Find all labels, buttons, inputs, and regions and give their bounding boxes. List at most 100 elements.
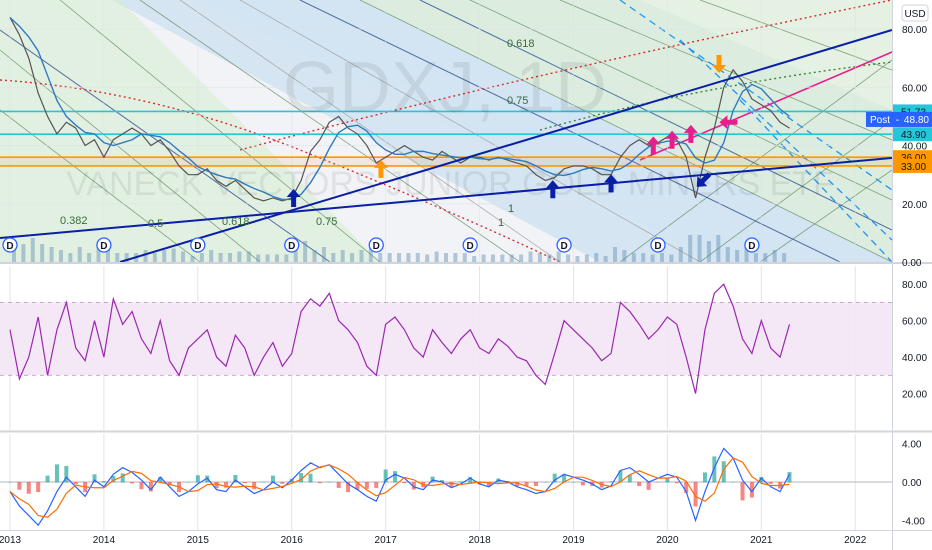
post-price-text: Post - 48.80 (870, 115, 929, 126)
rsi-tick-label: 80.00 (902, 280, 927, 291)
dividend-marker (2, 237, 18, 253)
macd-layer (8, 447, 792, 527)
dividend-marker-letter: D (654, 241, 661, 252)
volume-bar (171, 248, 176, 262)
volume-bar (368, 247, 373, 262)
volume-bar (350, 253, 355, 262)
macd-line (9, 447, 791, 527)
volume-bar (763, 253, 768, 262)
macd-histogram-bar (618, 470, 623, 483)
macd-histogram-bar (787, 472, 792, 483)
volume-bar (274, 254, 279, 262)
price-level-tag (893, 127, 932, 142)
volume-bar (115, 253, 120, 262)
macd-histogram-bar (17, 482, 22, 490)
volume-bar (537, 253, 542, 262)
macd-histogram-bar (543, 482, 548, 483)
macd-histogram-bar (749, 482, 754, 498)
macd-histogram-bar (571, 482, 576, 483)
fib-label: 0.618 (507, 38, 535, 50)
currency-badge[interactable] (901, 4, 929, 22)
volume-bar (631, 253, 636, 262)
macd-histogram-bar (656, 482, 660, 483)
macd-signal-line (9, 457, 790, 518)
volume-bar (716, 235, 721, 262)
macd-axis[interactable]: 4.00 0.00 -4.00 (902, 440, 925, 528)
price-level-value: 36.00 (901, 153, 926, 164)
fib-label: 1 (508, 203, 514, 215)
time-axis[interactable]: 2013 2014 2015 2016 2017 2018 2019 2020 2021 2022 (0, 535, 867, 546)
macd-histogram-bar (299, 473, 304, 483)
macd-histogram-bar (477, 482, 482, 485)
volume-bar (500, 254, 505, 262)
macd-histogram-bar (731, 482, 736, 483)
dividend-marker (650, 237, 666, 253)
volume-bar (87, 253, 92, 262)
time-tick-label: 2019 (562, 535, 585, 546)
macd-histogram-bar (440, 480, 444, 483)
volume-bar (735, 250, 740, 262)
annotation-arrows (286, 55, 738, 207)
volume-bar (359, 250, 364, 262)
volume-bar (641, 253, 646, 262)
dividend-marker-letter: D (288, 241, 295, 252)
volume-bar (49, 247, 54, 262)
fib-label: 0.75 (507, 95, 528, 107)
volume-bar (575, 256, 580, 262)
time-tick-label: 2013 (0, 535, 22, 546)
macd-histogram-bar (36, 482, 41, 493)
volume-bar (434, 251, 439, 262)
macd-tick-label: -4.00 (902, 516, 925, 527)
arrow-shape (712, 55, 727, 74)
volume-bar (462, 253, 467, 262)
volume-bar (688, 235, 693, 262)
macd-histogram-bar (130, 482, 135, 484)
volume-bar (181, 251, 186, 262)
macd-histogram-bar (383, 469, 388, 483)
macd-histogram-bar (280, 482, 285, 484)
macd-histogram-bar (449, 482, 454, 487)
macd-histogram-bar (336, 482, 341, 488)
volume-bar (331, 253, 336, 262)
volume-bar (406, 253, 411, 262)
post-prefix: Post (870, 115, 890, 126)
annotation-arrow (683, 124, 698, 143)
volume-bar (321, 247, 326, 262)
time-tick-label: 2014 (93, 535, 116, 546)
volume-bar (209, 250, 214, 262)
channel-line (299, 0, 841, 262)
annotation-arrow (719, 115, 738, 130)
macd-histogram-bar (627, 474, 632, 483)
magenta-trendline (639, 51, 892, 161)
volume-bar (143, 250, 148, 262)
rsi-axis[interactable]: 80.00 60.00 40.00 20.00 (902, 280, 927, 400)
dashed-channel-line (739, 99, 892, 262)
macd-histogram-bar (768, 482, 773, 484)
gray-diagonal (179, 0, 561, 262)
gray-diagonal (239, 0, 701, 262)
volume-bar (547, 254, 552, 262)
fan-line (699, 0, 892, 71)
blue-trendline-support (0, 157, 892, 239)
volume-bar (725, 247, 730, 262)
macd-histogram-bar (402, 482, 407, 484)
fan-line (359, 0, 892, 262)
macd-histogram-bar (308, 473, 313, 483)
macd-histogram-bar (646, 482, 651, 490)
macd-histogram-bar (233, 474, 238, 483)
macd-histogram-bar (533, 482, 538, 487)
channel-zone-blue (0, 0, 892, 262)
volume-bar (697, 235, 702, 262)
volume-bar (584, 254, 589, 262)
rsi-band (0, 302, 892, 376)
red-dotted-curve (239, 0, 892, 151)
volume-bar (753, 253, 758, 262)
dividend-marker (556, 237, 572, 253)
macd-histogram-bar (740, 482, 745, 501)
macd-histogram-bar (693, 482, 698, 507)
channel-zone-left (0, 0, 380, 262)
price-axis[interactable]: 80.00 60.00 40.00 20.00 0.00 (902, 25, 927, 269)
volume-bar (199, 253, 204, 262)
